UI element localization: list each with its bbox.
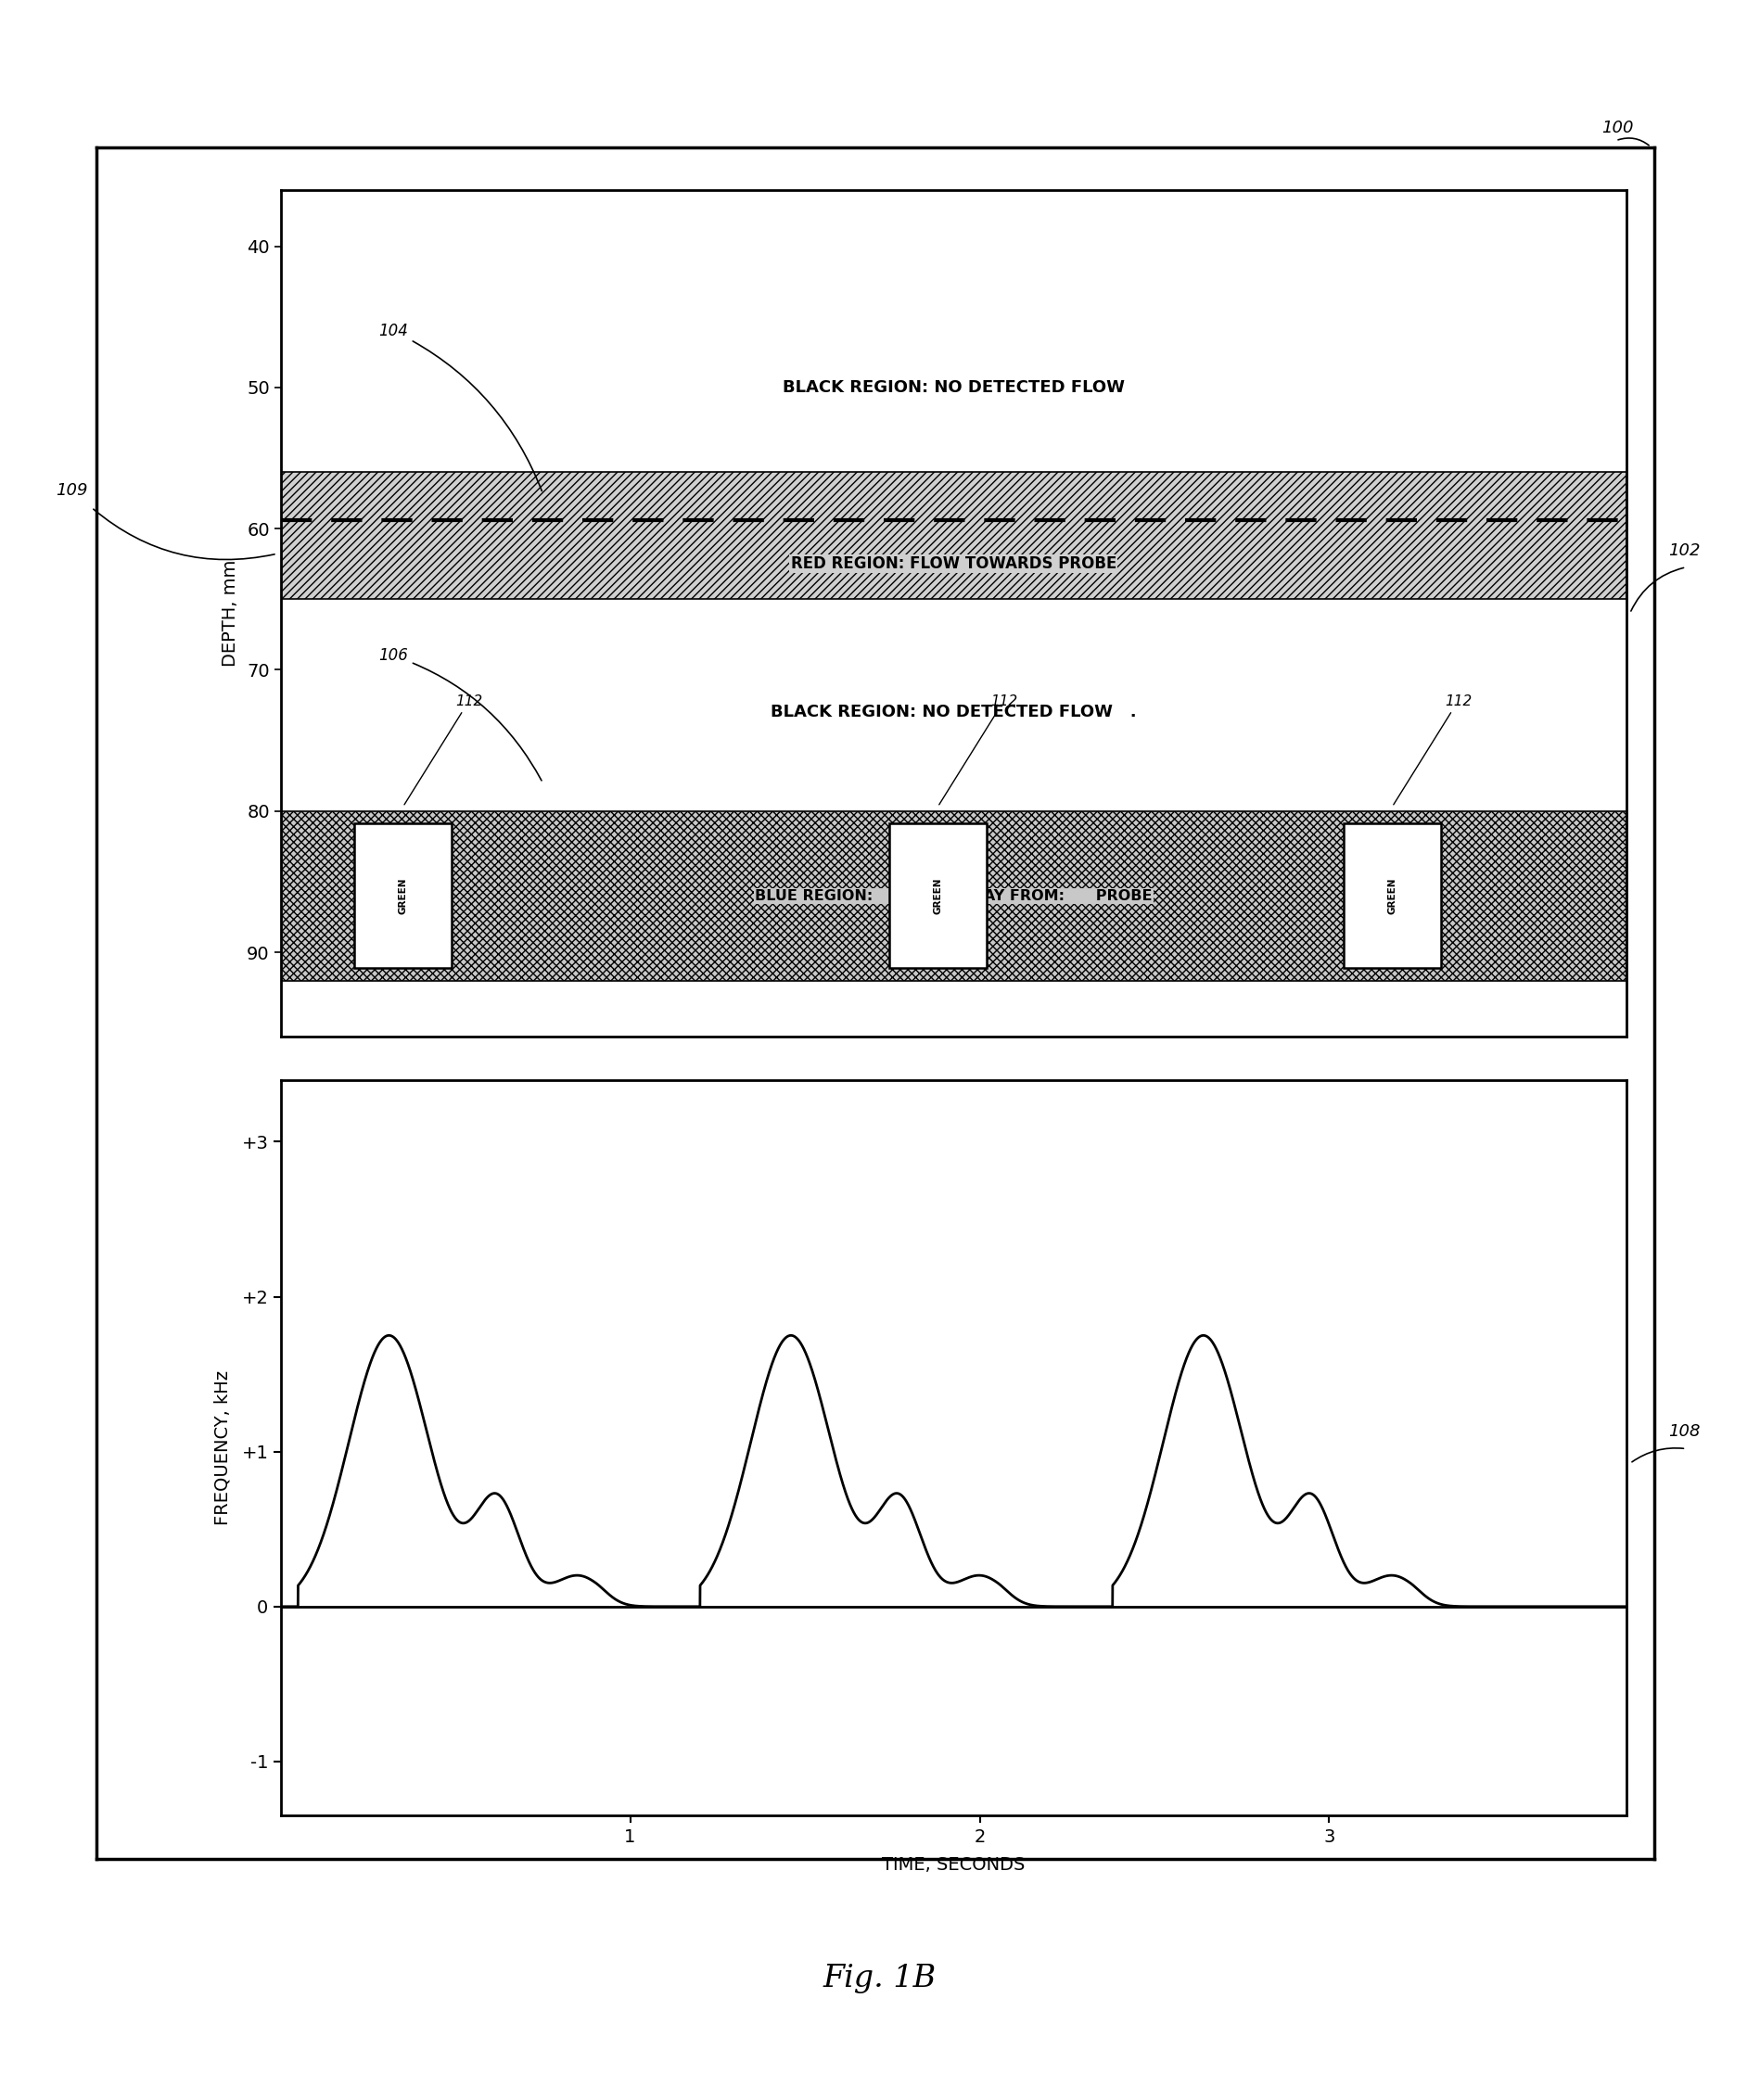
Text: 112: 112 [405, 693, 482, 804]
Text: 112: 112 [940, 693, 1017, 804]
Text: 106: 106 [378, 647, 542, 781]
Bar [354, 823, 452, 968]
Bar [889, 823, 987, 968]
Bar [1343, 823, 1441, 968]
Text: GREEN: GREEN [933, 878, 942, 913]
Text: GREEN: GREEN [398, 878, 408, 913]
X-axis label: TIME, SECONDS: TIME, SECONDS [882, 1856, 1024, 1873]
Text: RED REGION: FLOW TOWARDS PROBE: RED REGION: FLOW TOWARDS PROBE [790, 554, 1116, 571]
Text: BLACK REGION: NO DETECTED FLOW   .: BLACK REGION: NO DETECTED FLOW . [771, 704, 1137, 720]
Text: 100: 100 [1602, 120, 1633, 137]
Y-axis label: FREQUENCY, kHz: FREQUENCY, kHz [213, 1371, 231, 1525]
Text: 108: 108 [1668, 1424, 1700, 1441]
Text: BLUE REGION:      FLOW AWAY FROM:      PROBE: BLUE REGION: FLOW AWAY FROM: PROBE [755, 888, 1153, 903]
Text: Fig. 1B: Fig. 1B [824, 1964, 936, 1993]
Y-axis label: DEPTH, mm: DEPTH, mm [222, 561, 239, 668]
Text: BLACK REGION: NO DETECTED FLOW: BLACK REGION: NO DETECTED FLOW [783, 380, 1125, 395]
Text: 109: 109 [56, 483, 88, 500]
Text: 102: 102 [1668, 542, 1700, 559]
Text: 112: 112 [1394, 693, 1471, 804]
Bar [280, 811, 1626, 981]
Bar [280, 472, 1626, 598]
Text: 104: 104 [378, 323, 542, 491]
Text: GREEN: GREEN [1387, 878, 1397, 913]
